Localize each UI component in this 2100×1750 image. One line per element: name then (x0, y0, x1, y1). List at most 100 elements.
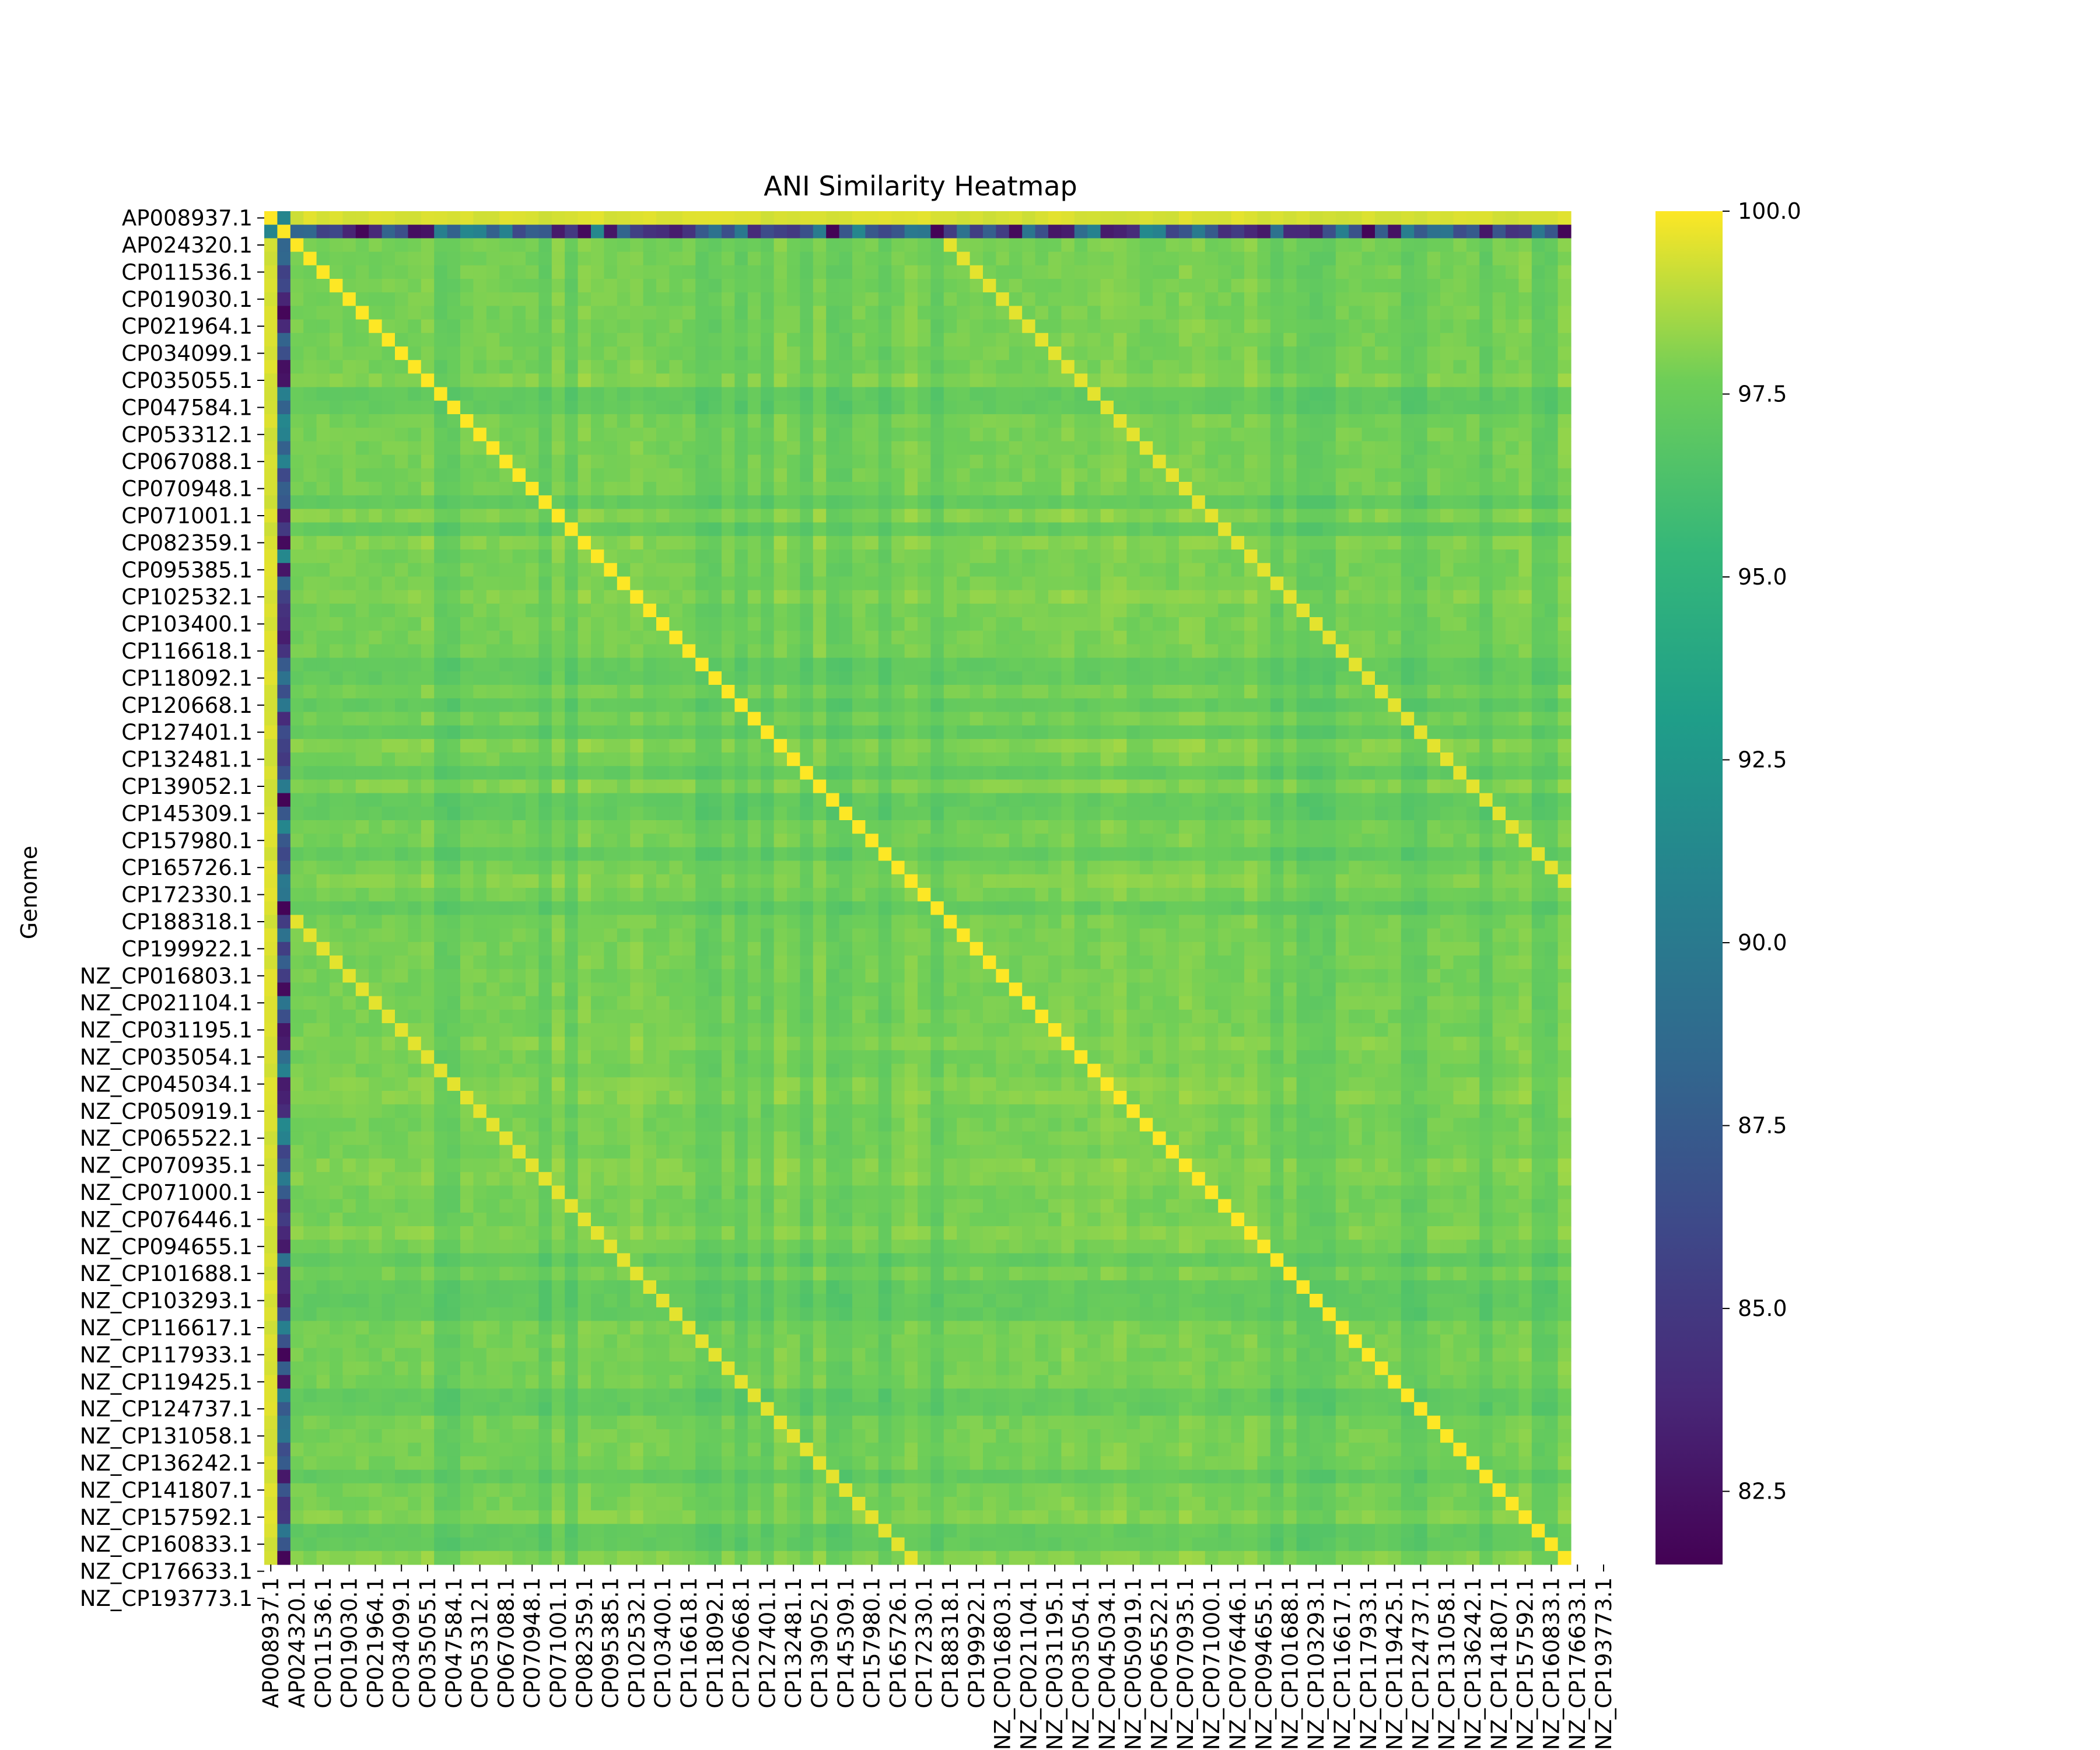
heatmap-cell (330, 279, 343, 293)
heatmap-cell (1349, 860, 1363, 875)
heatmap-cell (460, 495, 474, 509)
heatmap-cell (617, 225, 631, 239)
heatmap-cell (1179, 238, 1192, 253)
heatmap-cell (1126, 576, 1140, 591)
heatmap-cell (1231, 387, 1245, 401)
heatmap-cell (395, 698, 408, 712)
heatmap-cell (591, 400, 604, 415)
heatmap-cell (643, 725, 657, 740)
heatmap-cell (1100, 346, 1114, 360)
heatmap-cell (447, 400, 461, 415)
heatmap-cell (930, 468, 944, 482)
heatmap-cell (1153, 522, 1167, 537)
heatmap-cell (382, 387, 396, 401)
heatmap-cell (1192, 860, 1206, 875)
heatmap-cell (486, 631, 500, 645)
heatmap-cell (1022, 509, 1036, 523)
heatmap-cell (1022, 265, 1036, 279)
heatmap-cell (930, 346, 944, 360)
heatmap-cell (1126, 292, 1140, 306)
heatmap-cell (591, 509, 604, 523)
heatmap-cell (421, 617, 435, 631)
heatmap-cell (1531, 509, 1545, 523)
heatmap-cell (1074, 550, 1088, 564)
heatmap-cell (1440, 712, 1454, 726)
heatmap-cell (408, 454, 422, 469)
heatmap-cell (682, 319, 696, 334)
heatmap-cell (447, 414, 461, 428)
heatmap-cell (1139, 766, 1153, 780)
heatmap-cell (617, 834, 631, 848)
heatmap-cell (447, 373, 461, 388)
heatmap-cell (1218, 603, 1232, 618)
heatmap-cell (1087, 617, 1101, 631)
heatmap-cell (930, 860, 944, 875)
heatmap-cell (1466, 400, 1480, 415)
heatmap-cell (473, 522, 487, 537)
heatmap-cell (408, 860, 422, 875)
heatmap-cell (1427, 793, 1441, 807)
heatmap-cell (526, 428, 539, 442)
heatmap-cell (1453, 373, 1467, 388)
heatmap-cell (1335, 251, 1349, 266)
heatmap-cell (1231, 279, 1245, 293)
heatmap-cell (1231, 712, 1245, 726)
heatmap-cell (1061, 847, 1075, 862)
heatmap-cell (943, 265, 957, 279)
heatmap-cell (656, 712, 670, 726)
heatmap-cell (551, 712, 565, 726)
heatmap-cell (839, 251, 853, 266)
heatmap-cell (512, 495, 526, 509)
heatmap-cell (395, 806, 408, 821)
heatmap-cell (656, 441, 670, 456)
heatmap-cell (1558, 725, 1572, 740)
heatmap-cell (1153, 657, 1167, 672)
heatmap-cell (1296, 657, 1310, 672)
heatmap-cell (355, 306, 369, 320)
heatmap-cell (1401, 590, 1415, 604)
heatmap-cell (1388, 482, 1402, 496)
heatmap-cell (565, 847, 579, 862)
heatmap-cell (395, 279, 408, 293)
heatmap-cell (1153, 685, 1167, 699)
heatmap-cell (447, 847, 461, 862)
heatmap-cell (1179, 522, 1192, 537)
heatmap-cell (695, 766, 709, 780)
heatmap-cell (813, 387, 827, 401)
heatmap-cell (852, 712, 866, 726)
heatmap-cell (1506, 373, 1519, 388)
heatmap-cell (970, 441, 984, 456)
heatmap-cell (1440, 603, 1454, 618)
heatmap-cell (1388, 251, 1402, 266)
heatmap-cell (1362, 373, 1376, 388)
heatmap-cell (395, 550, 408, 564)
heatmap-cell (630, 617, 644, 631)
heatmap-cell (1270, 834, 1284, 848)
heatmap-cell (1296, 590, 1310, 604)
heatmap-cell (1479, 712, 1493, 726)
heatmap-cell (1349, 806, 1363, 821)
heatmap-cell (1440, 779, 1454, 794)
heatmap-cell (617, 509, 631, 523)
heatmap-cell (918, 563, 931, 577)
heatmap-cell (1466, 292, 1480, 306)
heatmap-cell (1440, 509, 1454, 523)
heatmap-cell (643, 603, 657, 618)
heatmap-cell (395, 387, 408, 401)
heatmap-cell (852, 550, 866, 564)
heatmap-cell (551, 387, 565, 401)
heatmap-cell (342, 468, 356, 482)
heatmap-cell (408, 590, 422, 604)
heatmap-cell (1335, 550, 1349, 564)
heatmap-cell (1335, 468, 1349, 482)
heatmap-cell (774, 671, 788, 685)
heatmap-cell (303, 834, 317, 848)
heatmap-cell (408, 536, 422, 550)
heatmap-cell (1322, 509, 1336, 523)
heatmap-cell (1257, 738, 1271, 753)
heatmap-cell (1531, 346, 1545, 360)
heatmap-cell (865, 685, 879, 699)
heatmap-cell (1414, 712, 1428, 726)
heatmap-cell (1453, 306, 1467, 320)
heatmap-cell (957, 468, 971, 482)
